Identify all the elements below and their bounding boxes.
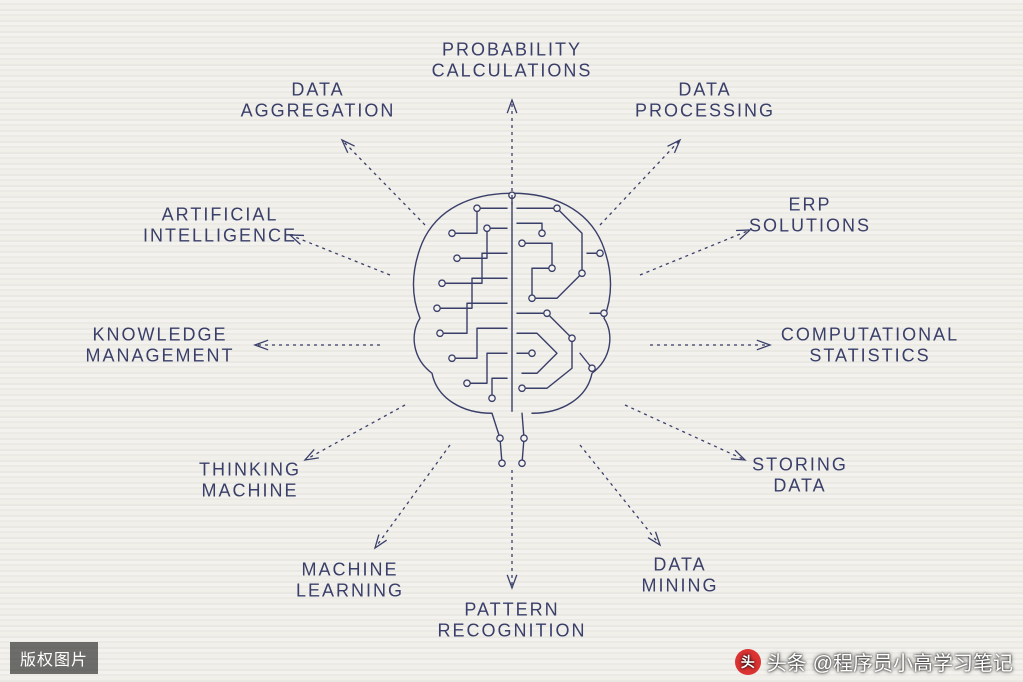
concept-label-knowledge-mgmt: KNOWLEDGE MANAGEMENT [85,324,234,365]
concept-label-erp-solutions: ERP SOLUTIONS [749,194,871,235]
concept-label-machine-learning: MACHINE LEARNING [296,559,404,600]
watermark-source-handle: @程序员小高学习笔记 [813,647,1013,676]
concept-label-comp-stats: COMPUTATIONAL STATISTICS [781,324,959,365]
concept-label-pattern-recog: PATTERN RECOGNITION [437,599,586,640]
toutiao-logo-icon: 头 [735,649,761,675]
watermark-copyright-text: 版权图片 [20,652,88,669]
concept-label-storing-data: STORING DATA [752,454,848,495]
concept-label-data-processing: DATA PROCESSING [635,79,775,120]
circuit-brain-icon [382,173,642,478]
concept-label-artificial-intel: ARTIFICIAL INTELLIGENCE [143,204,297,245]
concept-label-thinking-machine: THINKING MACHINE [199,459,301,500]
concept-label-data-aggregation: DATA AGGREGATION [241,79,396,120]
concept-label-probability: PROBABILITY CALCULATIONS [432,39,593,80]
watermark-source-prefix: 头条 [767,647,807,676]
watermark-copyright: 版权图片 [10,642,98,674]
watermark-source: 头 头条 @程序员小高学习笔记 [735,647,1013,676]
concept-label-data-mining: DATA MINING [642,554,719,595]
